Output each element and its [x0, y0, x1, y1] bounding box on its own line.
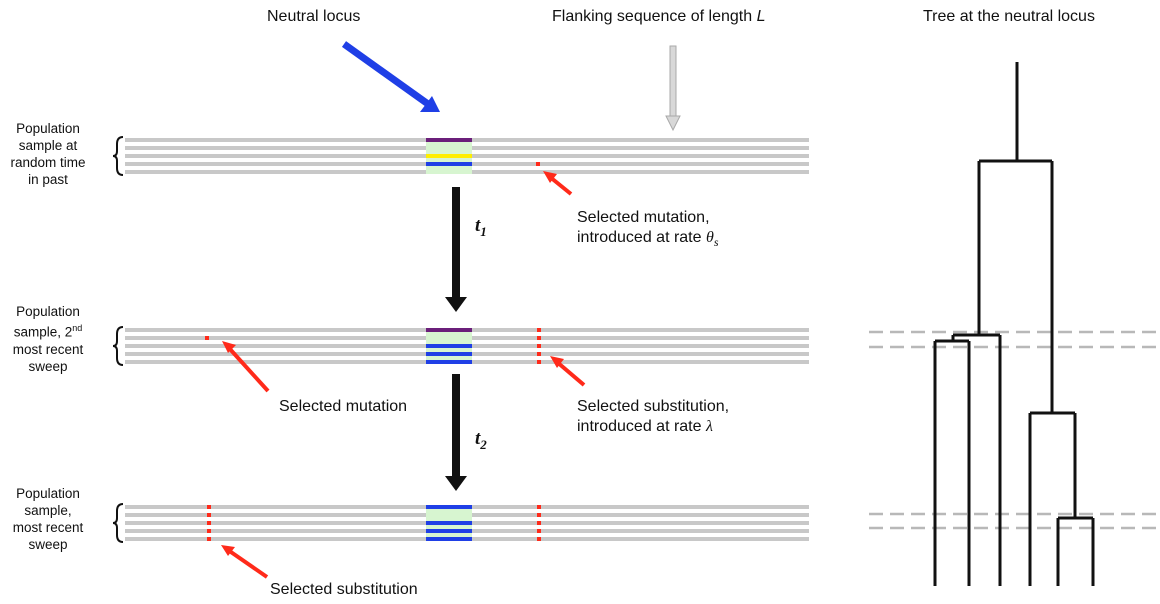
pop-line: sample, — [24, 503, 72, 518]
annotation-line: Selected mutation, — [577, 209, 710, 226]
selected-substitution-rate-label: Selected substitution, introduced at rat… — [577, 397, 729, 437]
brace-recent — [112, 503, 124, 543]
t2-sub: 2 — [480, 436, 487, 452]
selected-substitution-mark — [537, 328, 541, 332]
annotation-line: introduced at rate θs — [577, 228, 719, 252]
red-pointer-1 — [543, 171, 573, 196]
sweep-lines — [869, 330, 1158, 530]
pop-line: sample, 2nd — [0, 320, 96, 341]
purple-haplotype — [426, 138, 472, 142]
annotation-prefix: introduced at rate — [577, 229, 706, 246]
selected-mutation-mark — [536, 162, 540, 166]
pop-line: sweep — [28, 358, 68, 374]
flanking-var: L — [756, 8, 766, 25]
sequence-group-second — [125, 328, 809, 364]
red-pointer-4 — [221, 545, 269, 579]
pop-line: Population — [16, 121, 80, 136]
time-label-t1: t1 — [475, 215, 487, 240]
brace-past — [112, 136, 124, 176]
population-label-recent: Population sample, most recent sweep — [0, 485, 96, 553]
genealogy-tree — [933, 62, 1095, 586]
selected-substitution-label: Selected substitution — [270, 581, 418, 598]
neutral-locus-label: Neutral locus — [267, 8, 361, 25]
blue-arrow — [341, 41, 431, 107]
population-label-past: Population sample at random time in past — [0, 120, 96, 188]
gray-down-arrow — [665, 45, 681, 132]
theta-sub: s — [713, 235, 719, 250]
pop-line: sample at — [18, 138, 78, 153]
flanking-sequence-label: Flanking sequence of length L — [552, 7, 766, 27]
sequence-group-recent — [125, 505, 809, 541]
red-pointer-2 — [222, 341, 270, 393]
pop-line-prefix: sample, 2 — [13, 324, 73, 340]
blue-haplotype — [426, 162, 472, 166]
time-arrow-t2 — [445, 374, 467, 491]
selected-mutation-label: Selected mutation — [279, 398, 408, 415]
yellow-haplotype — [426, 154, 472, 158]
tree-title: Tree at the neutral locus — [923, 8, 1095, 25]
selected-substitution-mark — [207, 505, 211, 509]
pop-line: Population — [16, 486, 80, 501]
selected-mutation-mark — [205, 336, 209, 340]
flanking-prefix: Flanking sequence of length — [552, 8, 757, 25]
red-pointer-3 — [550, 356, 586, 387]
pop-line: most recent — [12, 520, 84, 535]
annotation-prefix: introduced at rate — [577, 418, 706, 435]
brace-second — [112, 326, 124, 366]
time-arrow-t1 — [445, 187, 467, 312]
pop-line: most recent — [12, 341, 84, 357]
annotation-line: Selected substitution, — [577, 398, 730, 415]
sequence-group-past — [125, 138, 809, 174]
pop-line: Population — [16, 304, 80, 319]
pop-line: sweep — [28, 537, 68, 552]
pop-line: random time — [10, 155, 86, 170]
blue-arrow-head — [420, 96, 440, 112]
selected-mutation-rate-label: Selected mutation, introduced at rate θs — [577, 208, 719, 252]
time-label-t2: t2 — [475, 428, 487, 453]
t2-symbol: t — [475, 428, 481, 449]
annotation-line: introduced at rate λ — [577, 417, 729, 437]
t1-sub: 1 — [480, 223, 487, 239]
theta-symbol: θ — [705, 229, 714, 246]
pop-line-sup: nd — [72, 323, 83, 333]
t1-symbol: t — [475, 215, 481, 236]
population-label-second: Population sample, 2nd most recent sweep — [0, 303, 96, 375]
lambda-symbol: λ — [705, 418, 713, 435]
pop-line: in past — [28, 172, 68, 187]
